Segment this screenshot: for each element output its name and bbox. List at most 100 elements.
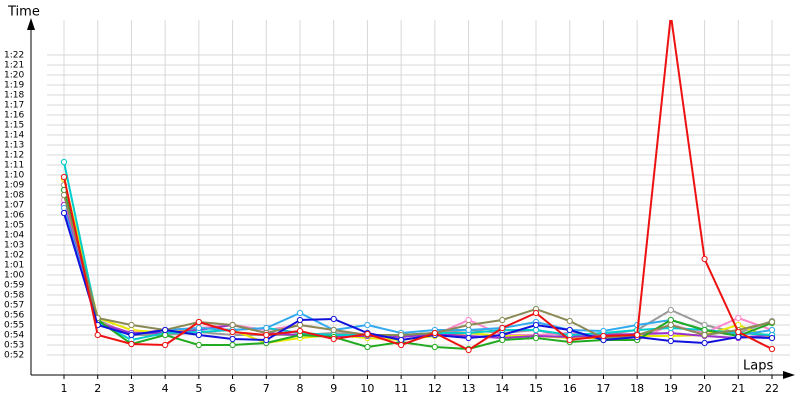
y-tick-label: 1:14	[4, 131, 24, 141]
y-tick-label: 1:08	[4, 191, 24, 201]
x-tick-label: 22	[765, 382, 779, 395]
x-tick-label: 7	[263, 382, 270, 395]
series-line	[63, 20, 773, 352]
point	[263, 336, 270, 344]
point	[229, 341, 236, 349]
x-tick-label: 2	[94, 382, 101, 395]
point	[566, 317, 573, 325]
y-tick-label: 1:20	[4, 71, 24, 81]
y-tick-label: 0:54	[4, 331, 24, 341]
x-tick-label: 9	[330, 382, 337, 395]
point	[128, 331, 135, 339]
y-tick-label: 1:02	[4, 251, 24, 261]
point	[701, 326, 708, 334]
point	[768, 345, 776, 353]
point	[465, 334, 472, 342]
point	[499, 331, 506, 339]
x-tick-label: 1	[61, 382, 68, 395]
point	[296, 316, 304, 324]
y-tick-label: 0:59	[4, 281, 24, 291]
point	[431, 343, 438, 351]
x-tick-label: 16	[563, 382, 577, 395]
point	[398, 341, 405, 349]
x-tick-label: 14	[495, 382, 509, 395]
point	[296, 321, 304, 329]
y-tick-label: 1:03	[4, 241, 24, 251]
point	[162, 331, 169, 339]
point	[600, 332, 607, 340]
point	[532, 334, 540, 342]
point	[532, 321, 540, 329]
point	[431, 329, 438, 337]
series-line	[63, 194, 773, 340]
point	[162, 341, 169, 349]
y-tick-label: 0:56	[4, 311, 24, 321]
x-tick-label: 10	[360, 382, 374, 395]
point	[465, 316, 472, 324]
y-tick-label: 1:19	[4, 81, 24, 91]
x-tick-label: 3	[128, 382, 135, 395]
point	[330, 315, 337, 323]
x-tick-label: 19	[664, 382, 678, 395]
point	[465, 326, 472, 334]
point	[195, 331, 202, 339]
point	[566, 336, 573, 344]
y-tick-label: 1:06	[4, 211, 24, 221]
point	[263, 331, 270, 339]
point	[701, 339, 708, 347]
point	[701, 331, 708, 339]
point	[667, 337, 674, 345]
point	[364, 330, 371, 338]
y-tick-label: 1:15	[4, 121, 24, 131]
y-tick-label: 1:04	[4, 231, 24, 241]
point	[330, 326, 337, 334]
point	[263, 324, 270, 332]
point	[296, 327, 304, 335]
point	[60, 204, 68, 212]
point	[60, 158, 68, 166]
point	[532, 326, 540, 334]
x-tick-label: 6	[229, 382, 236, 395]
point	[60, 209, 68, 217]
point	[735, 314, 742, 322]
x-tick-label: 15	[529, 382, 543, 395]
point	[296, 309, 304, 317]
y-tick-label: 1:16	[4, 111, 24, 121]
series-line	[63, 199, 773, 342]
point	[667, 329, 674, 337]
y-tick-label: 1:12	[4, 151, 24, 161]
series-line	[63, 207, 773, 337]
x-tick-label: 12	[428, 382, 442, 395]
point	[735, 328, 742, 336]
point	[499, 316, 506, 324]
y-tick-label: 0:57	[4, 301, 24, 311]
point	[668, 12, 673, 17]
point	[667, 321, 674, 329]
point	[566, 331, 573, 339]
x-tick-label: 5	[195, 382, 202, 395]
point	[634, 331, 641, 339]
x-arrow	[783, 371, 795, 379]
point	[229, 335, 236, 343]
point	[364, 343, 371, 351]
point	[768, 318, 776, 326]
point	[499, 324, 506, 332]
x-tick-label: 17	[596, 382, 610, 395]
y-axis-label: Time	[7, 5, 40, 20]
y-tick-label: 1:10	[4, 171, 24, 181]
y-tick-label: 1:21	[4, 61, 24, 71]
x-axis-label: Laps	[743, 359, 773, 374]
point	[701, 255, 708, 263]
y-tick-label: 1:17	[4, 101, 24, 111]
point	[566, 326, 573, 334]
series-line	[63, 184, 773, 339]
y-tick-label: 1:07	[4, 201, 24, 211]
y-tick-label: 1:22	[4, 51, 24, 61]
point	[128, 340, 135, 348]
point	[94, 331, 101, 339]
y-tick-label: 0:52	[4, 351, 24, 361]
point	[600, 327, 607, 335]
point	[667, 316, 674, 324]
point	[364, 321, 371, 329]
